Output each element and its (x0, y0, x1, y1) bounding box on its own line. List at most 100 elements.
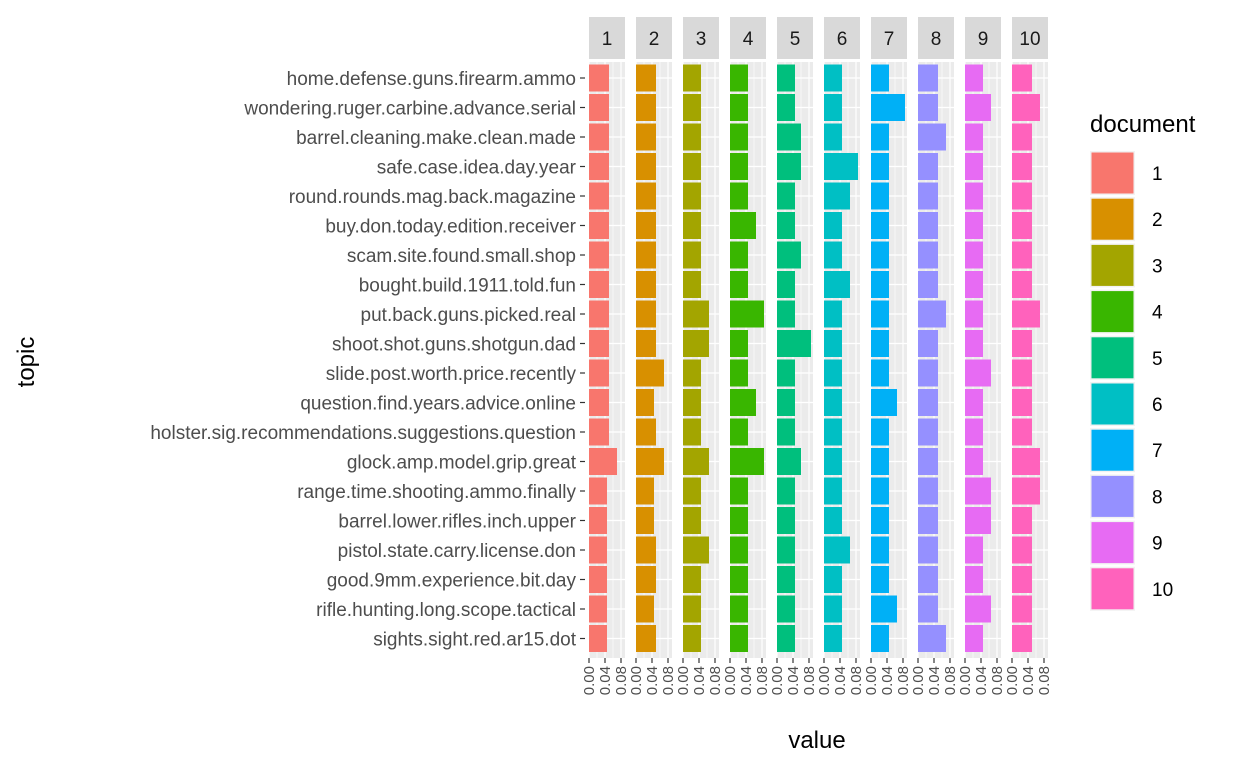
topic-label: bought.build.1911.told.fun (359, 276, 576, 297)
bar (636, 359, 664, 387)
bar (589, 566, 607, 593)
bar (965, 212, 983, 239)
bar (1012, 536, 1032, 564)
legend-swatch (1091, 337, 1134, 379)
bar (871, 566, 889, 593)
facet-strips: 1 2 3 4 5 6 7 8 9 10 (589, 17, 1048, 59)
bar (589, 123, 609, 151)
bar (730, 94, 748, 121)
facet-panels (588, 62, 1048, 658)
topic-label: safe.case.idea.day.year (377, 158, 577, 179)
bar (965, 359, 991, 387)
bar (965, 566, 983, 593)
bar (777, 477, 795, 505)
facet-strip-label: 7 (884, 29, 895, 50)
bar (589, 153, 609, 180)
bar (730, 625, 748, 652)
x-tick-label: 0.00 (910, 666, 927, 695)
bar (918, 536, 938, 564)
bar (918, 625, 946, 652)
x-tick-label: 0.04 (691, 666, 708, 695)
x-tick-label: 0.08 (989, 666, 1006, 695)
bar (1012, 595, 1032, 623)
bar (871, 300, 889, 328)
bar (777, 300, 795, 328)
bar (589, 64, 609, 92)
bar (871, 389, 897, 416)
bar (1012, 241, 1032, 269)
bar (1012, 64, 1032, 92)
bar (918, 123, 946, 151)
bar (965, 536, 983, 564)
bar (965, 595, 991, 623)
bar (683, 123, 701, 151)
bar (730, 507, 748, 534)
legend-entry-label: 5 (1152, 349, 1163, 370)
bar (730, 182, 748, 210)
bar (683, 64, 701, 92)
bar (589, 536, 607, 564)
bar (824, 330, 842, 357)
bar (824, 566, 842, 593)
bar (871, 64, 889, 92)
x-tick-label: 0.00 (957, 666, 974, 695)
bar (777, 389, 795, 416)
x-tick-label: 0.00 (1004, 666, 1021, 695)
facet-strip-label: 1 (602, 29, 613, 50)
bar (730, 359, 748, 387)
bar (1012, 123, 1032, 151)
legend-swatch (1091, 198, 1134, 240)
legend: document 1 2 3 4 5 6 7 8 9 10 (1090, 111, 1196, 611)
x-tick-label: 0.08 (801, 666, 818, 695)
legend-entry-label: 2 (1152, 210, 1163, 231)
bar (636, 94, 656, 121)
bar (965, 418, 983, 446)
x-tick-label: 0.00 (863, 666, 880, 695)
bar (683, 418, 701, 446)
legend-swatch (1091, 475, 1134, 517)
topic-label: round.rounds.mag.back.magazine (289, 187, 576, 208)
facet-strip (918, 17, 954, 59)
facet-strip-label: 4 (743, 29, 754, 50)
bar (589, 94, 609, 121)
legend-entry-label: 1 (1152, 164, 1163, 185)
legend-entry-label: 10 (1152, 580, 1173, 601)
bar (589, 212, 609, 239)
bar (824, 123, 842, 151)
bar (777, 330, 811, 357)
y-axis-title: topic (13, 337, 40, 388)
bar (871, 507, 889, 534)
facet-strip-label: 5 (790, 29, 801, 50)
legend-title: document (1090, 111, 1196, 138)
bar (871, 536, 889, 564)
facet-strip (636, 17, 672, 59)
bar (589, 330, 609, 357)
topic-label: range.time.shooting.ammo.finally (297, 482, 576, 503)
facet-strip (871, 17, 907, 59)
bar (1012, 300, 1040, 328)
bar (824, 64, 842, 92)
bar (918, 271, 938, 298)
topic-label: scam.site.found.small.shop (347, 246, 576, 267)
bar (683, 507, 701, 534)
x-tick-label: 0.04 (879, 666, 896, 695)
bar (777, 64, 795, 92)
bar (636, 330, 656, 357)
bar (918, 241, 938, 269)
bar (871, 477, 889, 505)
legend-swatch (1091, 522, 1134, 564)
legend-swatch (1091, 568, 1134, 610)
bar (824, 241, 842, 269)
bar (871, 330, 889, 357)
bar (730, 241, 748, 269)
bar (589, 359, 609, 387)
x-tick-label: 0.04 (1020, 666, 1037, 695)
bar (965, 330, 983, 357)
bar (777, 418, 795, 446)
topic-label: sights.sight.red.ar15.dot (373, 630, 577, 651)
x-tick-label: 0.00 (581, 666, 598, 695)
bar (589, 595, 607, 623)
topic-label: put.back.guns.picked.real (361, 305, 576, 326)
bar (636, 271, 656, 298)
